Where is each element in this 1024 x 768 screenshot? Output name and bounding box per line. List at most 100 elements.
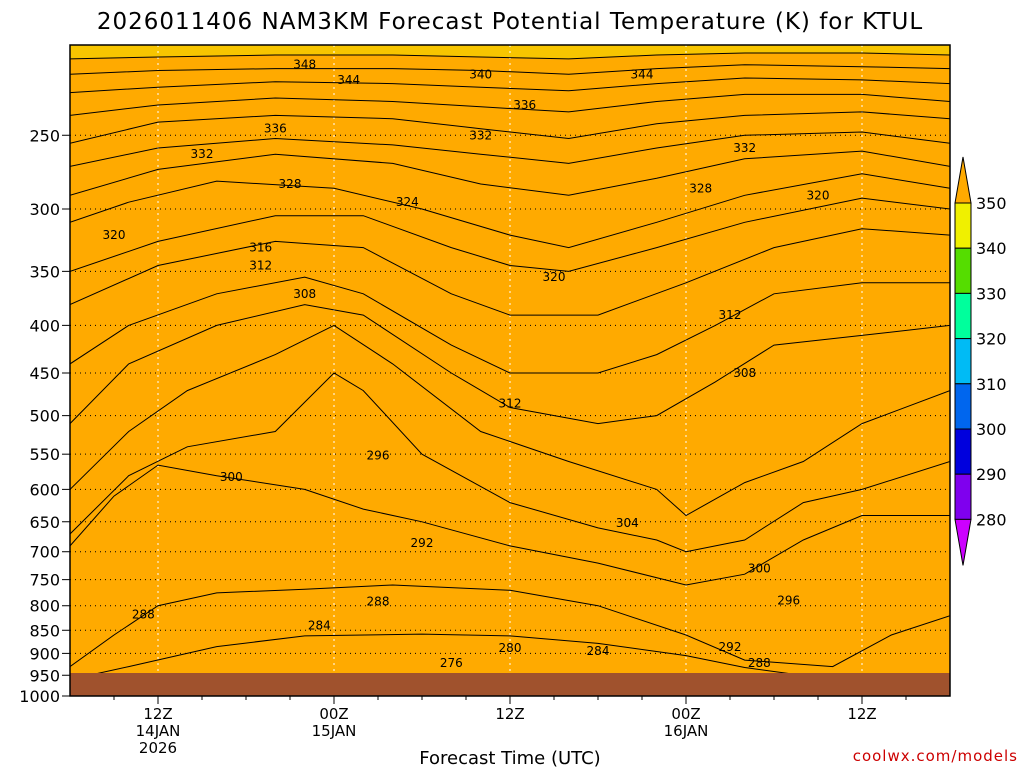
contour-label-308: 308 xyxy=(293,287,316,301)
contour-label-344: 344 xyxy=(631,67,654,81)
y-tick-label: 650 xyxy=(29,513,60,532)
colorbar-label: 340 xyxy=(976,239,1007,258)
contour-label-312: 312 xyxy=(249,259,272,273)
colorbar-label: 280 xyxy=(976,510,1007,529)
y-tick-label: 250 xyxy=(29,126,60,145)
contour-label-284: 284 xyxy=(308,618,331,632)
contour-label-284: 284 xyxy=(587,644,610,658)
isoline-300 xyxy=(70,324,950,517)
contour-label-276: 276 xyxy=(440,656,463,670)
colorbar-label: 330 xyxy=(976,284,1007,303)
y-tick-label: 900 xyxy=(29,644,60,663)
contour-label-280: 280 xyxy=(499,641,522,655)
isoline-304 xyxy=(70,304,950,425)
contour-label-288: 288 xyxy=(367,595,390,609)
colorbar-box xyxy=(954,473,972,520)
isoline-332 xyxy=(70,111,950,144)
contour-label-320: 320 xyxy=(103,228,126,242)
isoline-316 xyxy=(70,197,950,272)
x-tick-label: 2026 xyxy=(139,739,177,757)
y-tick-label: 450 xyxy=(29,364,60,383)
chart-title: 2026011406 NAM3KM Forecast Potential Tem… xyxy=(97,9,923,35)
isoline-328 xyxy=(70,131,950,167)
colorbar-cap-bottom xyxy=(954,518,972,566)
contour-label-340: 340 xyxy=(469,67,492,81)
contour-label-292: 292 xyxy=(719,640,742,654)
x-tick-label: 12Z xyxy=(495,705,524,723)
x-tick-label: 00Z xyxy=(671,705,700,723)
contour-label-300: 300 xyxy=(748,562,771,576)
isoline-296 xyxy=(70,372,950,553)
y-axis: 250 300 350 400 450 500 550 600 650 700 750 800 850 9… xyxy=(19,126,70,706)
contour-label-332: 332 xyxy=(733,141,756,155)
isoline-348 xyxy=(70,52,950,60)
x-tick-label: 14JAN xyxy=(136,722,181,740)
x-tick-label: 12Z xyxy=(143,705,172,723)
credit-text: coolwx.com/models xyxy=(853,747,1018,765)
isoline-312 xyxy=(70,228,950,316)
isoline-292 xyxy=(70,464,950,586)
contour-label-308: 308 xyxy=(733,366,756,380)
x-axis-label: Forecast Time (UTC) xyxy=(419,748,600,768)
colorbar-box xyxy=(954,383,972,430)
y-tick-label: 950 xyxy=(29,666,60,685)
contour-label-344: 344 xyxy=(337,73,360,87)
isoline-324 xyxy=(70,150,950,196)
y-tick-label: 400 xyxy=(29,316,60,335)
isoline-336 xyxy=(70,93,950,116)
contour-label-332: 332 xyxy=(191,147,214,161)
colorbar-label: 290 xyxy=(976,465,1007,484)
colorbar-box xyxy=(954,338,972,385)
colorbar-box xyxy=(954,202,972,249)
contour-label-288: 288 xyxy=(132,608,155,622)
plot-area: 348 344 340 344 336 336 332 332 332 328 328 324 320 3… xyxy=(70,45,950,696)
y-tick-label: 500 xyxy=(29,407,60,426)
colorbar-box xyxy=(954,247,972,294)
colorbar: 350 340 330 320 310 300 290 280 xyxy=(954,156,1007,566)
isoline-308 xyxy=(70,276,950,374)
contour-label-316: 316 xyxy=(249,241,272,255)
y-tick-label: 350 xyxy=(29,262,60,281)
y-tick-label: 850 xyxy=(29,621,60,640)
isoline-344 xyxy=(70,64,950,75)
y-tick-label: 300 xyxy=(29,200,60,219)
colorbar-label: 320 xyxy=(976,330,1007,349)
y-tick-label: 600 xyxy=(29,480,60,499)
y-tick-label: 750 xyxy=(29,571,60,590)
y-tick-label: 700 xyxy=(29,543,60,562)
contour-label-332: 332 xyxy=(469,128,492,142)
contour-label-336: 336 xyxy=(264,122,287,136)
contour-label-312: 312 xyxy=(499,396,522,410)
x-tick-label: 15JAN xyxy=(312,722,357,740)
y-tick-label: 1000 xyxy=(19,687,60,706)
contour-label-312: 312 xyxy=(719,308,742,322)
isoline-320 xyxy=(70,173,950,249)
contour-label-292: 292 xyxy=(411,536,434,550)
contour-label-296: 296 xyxy=(777,594,800,608)
colorbar-cap-top xyxy=(954,156,972,204)
isoline-340 xyxy=(70,77,950,94)
colorbar-label: 300 xyxy=(976,420,1007,439)
x-tick-label: 12Z xyxy=(847,705,876,723)
x-tick-label: 16JAN xyxy=(664,722,709,740)
contour-label-296: 296 xyxy=(367,449,390,463)
contour-label-320: 320 xyxy=(807,188,830,202)
contour-label-328: 328 xyxy=(279,177,302,191)
contour-label-300: 300 xyxy=(220,470,243,484)
contour-label-324: 324 xyxy=(396,195,419,209)
colorbar-box xyxy=(954,292,972,340)
contour-label-348: 348 xyxy=(293,58,316,72)
contour-labels: 348 344 340 344 336 336 332 332 332 328 328 324 320 3… xyxy=(103,58,874,690)
colorbar-box xyxy=(954,428,972,475)
ground-surface xyxy=(70,673,950,696)
isoline-288 xyxy=(70,584,950,668)
contour-label-328: 328 xyxy=(689,181,712,195)
contour-label-304: 304 xyxy=(616,516,639,530)
colorbar-label: 310 xyxy=(976,375,1007,394)
x-tick-label: 00Z xyxy=(319,705,348,723)
y-tick-label: 800 xyxy=(29,597,60,616)
y-tick-label: 550 xyxy=(29,445,60,464)
contour-label-320: 320 xyxy=(543,270,566,284)
